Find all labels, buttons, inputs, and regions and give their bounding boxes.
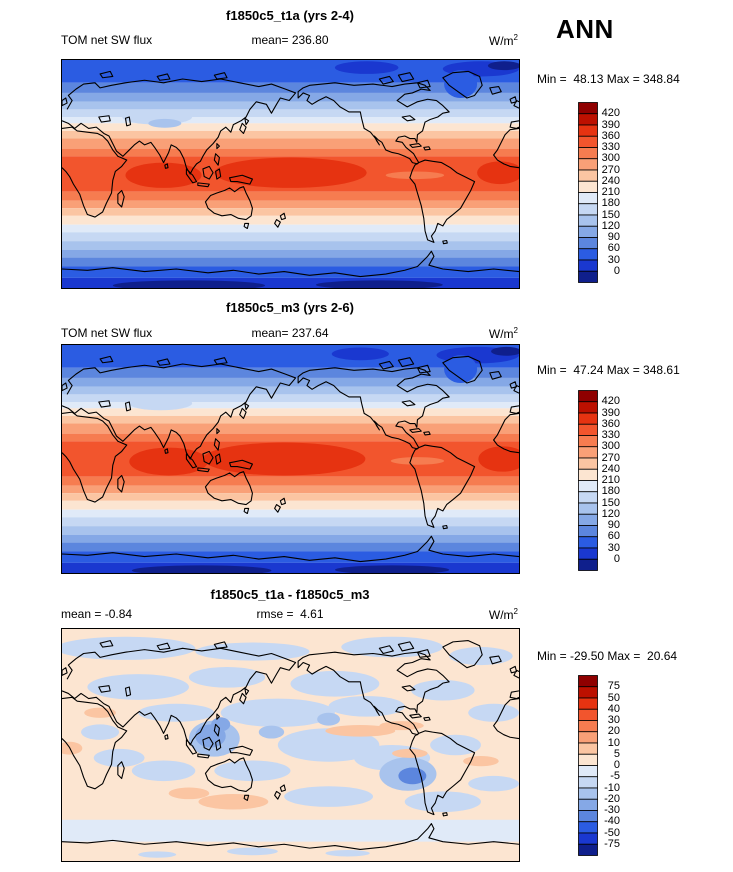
panel-1-mean-label: mean= 236.80	[251, 33, 329, 47]
panel-3-minmax: Min = -29.50 Max = 20.64	[537, 649, 678, 663]
map-2-canvas	[61, 344, 520, 574]
map-2	[61, 344, 520, 574]
panel-3-units-label: W/m2	[488, 607, 518, 622]
panel-1-units-label: W/m2	[488, 33, 518, 48]
colorbar-tick-label: 90	[607, 519, 620, 531]
colorbar-tick-label: 270	[601, 451, 620, 464]
colorbar-tick-label: 20	[607, 725, 620, 738]
colorbar-tick-label: 10	[607, 736, 620, 749]
colorbar-tick-label: 240	[601, 174, 620, 187]
colorbar-tick-label: 75	[607, 680, 620, 693]
colorbar-tick-label: 180	[601, 197, 620, 210]
colorbar-tick-label: 60	[607, 242, 620, 255]
colorbar-tick-label: 270	[601, 163, 620, 176]
colorbar-tick-label: 240	[601, 462, 620, 475]
colorbar-tick-label: 300	[601, 440, 620, 453]
map-1-canvas	[61, 59, 520, 289]
colorbar-tick-label: 30	[607, 253, 620, 266]
colorbar-tick-label: -40	[604, 815, 620, 828]
colorbar-tick-label: 330	[601, 429, 620, 441]
colorbar-tick-label: 5	[613, 747, 620, 760]
colorbar-tick-label: 50	[607, 691, 620, 704]
colorbar-tick-label: 60	[607, 530, 620, 543]
colorbar-tick-label: 0	[613, 759, 620, 771]
colorbar-tick-label: 420	[601, 395, 620, 408]
colorbar-tick-label: 30	[607, 541, 620, 554]
colorbar-1: 420 390 360 330 300 270 240 210 180 150 120 90 60 30 0	[578, 102, 642, 284]
panel-3-title: f1850c5_t1a - f1850c5_m3	[210, 587, 370, 602]
colorbar-tick-label: 360	[601, 417, 620, 430]
colorbar-tick-label: 180	[601, 485, 620, 498]
colorbar-tick-label: 330	[601, 141, 620, 153]
colorbar-2: 420 390 360 330 300 270 240 210 180 150 120 90 60 30 0	[578, 390, 642, 572]
colorbar-2-swatches	[578, 390, 598, 571]
map-3	[61, 628, 520, 862]
panel-3-rmse-label: rmse = 4.61	[256, 607, 324, 621]
colorbar-tick-label: -10	[604, 781, 620, 794]
panel-2-title: f1850c5_m3 (yrs 2-6)	[226, 300, 354, 315]
colorbar-tick-label: 0	[613, 264, 620, 277]
map-3-canvas	[61, 628, 520, 862]
colorbar-tick-label: -20	[604, 792, 620, 805]
colorbar-tick-label: 40	[607, 702, 620, 715]
colorbar-tick-label: 210	[601, 186, 620, 198]
colorbar-tick-label: 360	[601, 129, 620, 142]
colorbar-tick-label: 150	[601, 496, 620, 509]
colorbar-tick-label: 0	[613, 552, 620, 565]
panel-1-variable-label: TOM net SW flux	[61, 33, 153, 47]
colorbar-tick-label: -50	[604, 826, 620, 839]
colorbar-tick-label: 120	[601, 507, 620, 520]
colorbar-tick-label: 210	[601, 474, 620, 486]
panel-2-variable-label: TOM net SW flux	[61, 326, 153, 340]
colorbar-tick-label: -30	[604, 804, 620, 816]
panel-1-minmax: Min = 48.13 Max = 348.84	[537, 72, 680, 86]
colorbar-tick-label: 150	[601, 208, 620, 221]
map-1	[61, 59, 520, 289]
colorbar-tick-label: 390	[601, 118, 620, 131]
panel-3-mean-label: mean = -0.84	[61, 607, 133, 621]
panel-1-title: f1850c5_t1a (yrs 2-4)	[226, 8, 354, 23]
colorbar-tick-label: 420	[601, 107, 620, 120]
colorbar-1-swatches	[578, 102, 598, 283]
panel-2-mean-label: mean= 237.64	[251, 326, 329, 340]
season-label: ANN	[556, 14, 614, 44]
colorbar-3: 75 50 40 30 20 10 5 0 -5 -10 -20 -30 -40 -50 -75	[578, 675, 642, 857]
colorbar-tick-label: 120	[601, 219, 620, 232]
panel-2-minmax: Min = 47.24 Max = 348.61	[537, 363, 680, 377]
colorbar-tick-label: 300	[601, 152, 620, 165]
colorbar-tick-label: 90	[607, 231, 620, 243]
colorbar-tick-label: -5	[610, 770, 620, 783]
panel-2-units-label: W/m2	[488, 326, 518, 341]
colorbar-tick-label: 30	[607, 714, 620, 726]
colorbar-3-swatches	[578, 675, 598, 856]
colorbar-tick-label: -75	[604, 837, 620, 850]
colorbar-tick-label: 390	[601, 406, 620, 419]
